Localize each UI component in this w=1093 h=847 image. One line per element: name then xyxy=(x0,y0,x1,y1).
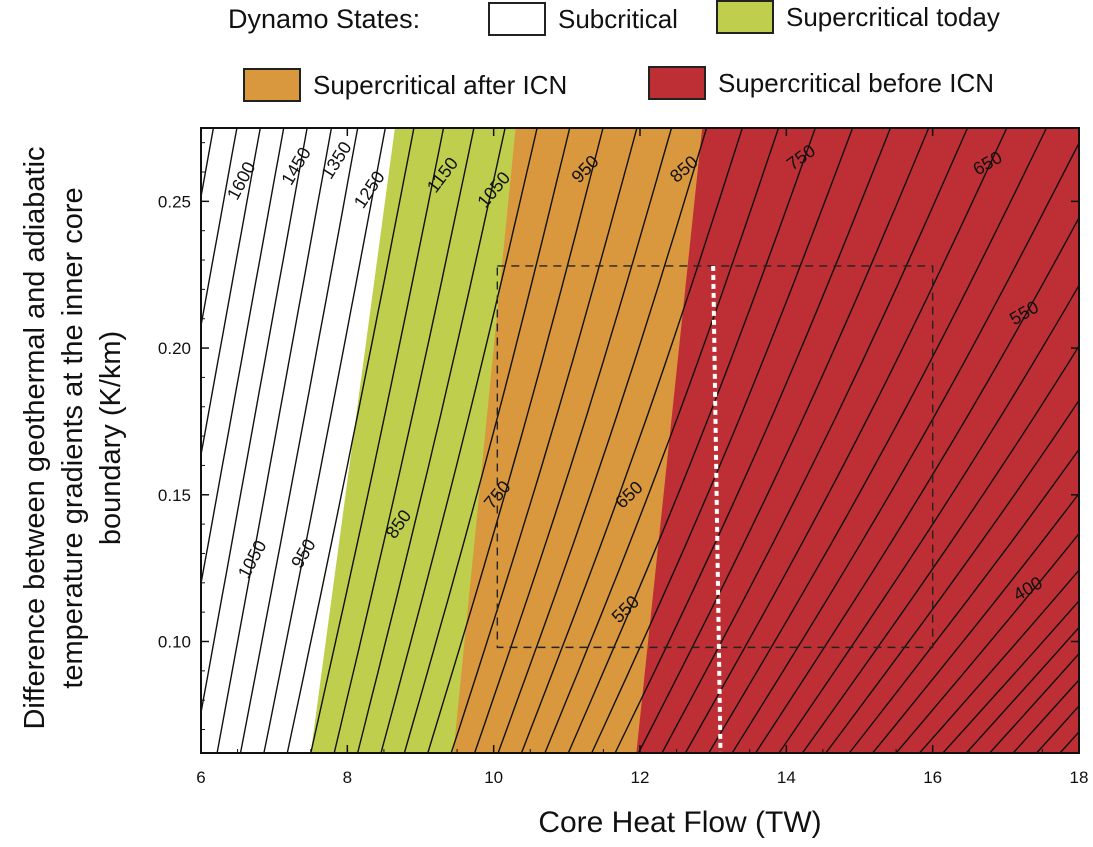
y-axis-label-line-2: temperature gradients at the inner core xyxy=(57,187,89,688)
legend-item-supercritical-today: Supercritical today xyxy=(716,0,1000,34)
contour-line xyxy=(333,128,475,753)
contour-line xyxy=(872,492,1079,753)
contour-line xyxy=(942,599,1079,753)
x-tick-label: 18 xyxy=(1070,768,1089,787)
contour-line xyxy=(801,344,1079,753)
contour-line xyxy=(239,128,359,753)
legend-label: Supercritical after ICN xyxy=(313,69,568,100)
x-tick-label: 14 xyxy=(777,768,796,787)
contour-lines xyxy=(77,128,1093,753)
y-axis-label-line-1: Difference between geothermal and adiaba… xyxy=(19,146,51,729)
contour-line xyxy=(520,128,743,753)
contour-line xyxy=(310,128,445,753)
contour-line xyxy=(918,569,1079,753)
contour-line xyxy=(825,399,1079,753)
legend-swatch-subcritical xyxy=(488,2,546,36)
x-tick-label: 12 xyxy=(631,768,650,787)
contour-line xyxy=(201,128,238,330)
contour-line xyxy=(77,128,190,753)
legend-label: Subcritical xyxy=(558,3,678,34)
y-axis-label: Difference between geothermal and adiaba… xyxy=(19,146,127,729)
legend-label: Supercritical today xyxy=(786,1,1000,32)
contour-line xyxy=(286,128,415,753)
contour-line xyxy=(497,128,708,753)
contour-line xyxy=(684,128,1008,753)
contour-line xyxy=(848,448,1079,753)
legend-item-supercritical-before-icn: Supercritical before ICN xyxy=(648,66,994,100)
contour-line xyxy=(216,128,333,753)
white-dotted-line xyxy=(711,265,723,753)
y-tick-label: 0.20 xyxy=(158,339,191,358)
contour-line xyxy=(201,128,308,717)
contour-line xyxy=(380,128,538,753)
legend-item-supercritical-after-icn: Supercritical after ICN xyxy=(243,68,567,102)
contour-line xyxy=(1083,128,1093,753)
legend-swatch-supercritical-today xyxy=(716,0,774,34)
contour-line xyxy=(201,128,261,459)
contour-line xyxy=(567,128,816,753)
x-axis-label: Core Heat Flow (TW) xyxy=(538,806,821,839)
y-tick-label: 0.25 xyxy=(158,192,191,211)
contour-line xyxy=(201,128,285,588)
contour-line xyxy=(755,216,1079,753)
contour-line xyxy=(427,128,604,753)
contour-line xyxy=(895,532,1079,753)
contour-line xyxy=(403,128,571,753)
legend-swatch-supercritical-after-icn xyxy=(243,68,301,102)
legend-label: Supercritical before ICN xyxy=(718,67,994,98)
contour-line xyxy=(544,128,780,753)
contour-line xyxy=(450,128,638,753)
contour-line xyxy=(965,626,1079,753)
contour-line xyxy=(708,128,1048,753)
legend-swatch-supercritical-before-icn xyxy=(648,66,706,100)
legend: Dynamo States: Subcritical Supercritical… xyxy=(0,0,1093,120)
contour-line xyxy=(473,128,673,753)
regions-layer xyxy=(201,128,1079,753)
contour-line xyxy=(637,128,930,753)
x-tick-label: 6 xyxy=(196,768,205,787)
contour-line xyxy=(591,128,854,753)
contour-line xyxy=(263,128,386,753)
y-axis-label-line-3: boundary (K/km) xyxy=(95,331,127,545)
region-subcritical xyxy=(201,128,395,753)
legend-item-subcritical: Subcritical xyxy=(488,2,678,36)
x-tick-label: 16 xyxy=(923,768,942,787)
axes: 6 8 10 12 14 16 18 0.10 0.15 0.20 0.25 xyxy=(158,128,1089,787)
contour-line xyxy=(778,283,1079,753)
contour-line xyxy=(614,128,892,753)
y-tick-label: 0.15 xyxy=(158,486,191,505)
contour-line xyxy=(356,128,506,753)
contour-line xyxy=(731,141,1079,753)
legend-title: Dynamo States: xyxy=(228,4,421,34)
overlay-layer xyxy=(496,265,934,753)
y-tick-label: 0.10 xyxy=(158,632,191,651)
x-tick-label: 10 xyxy=(484,768,503,787)
x-tick-label: 8 xyxy=(343,768,352,787)
